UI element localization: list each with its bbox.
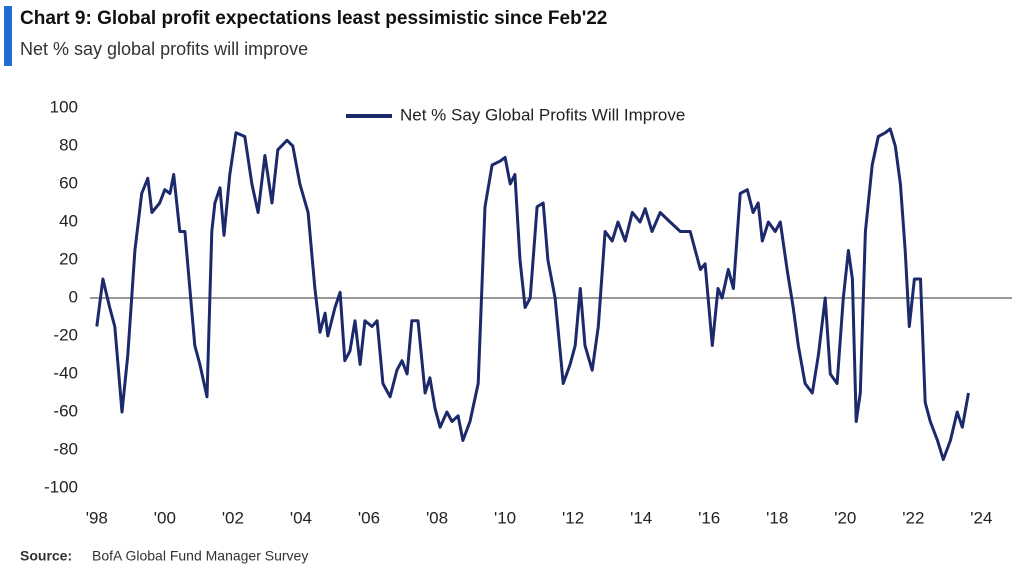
y-tick-label: 0 (69, 287, 78, 306)
y-tick-label: 100 (50, 97, 78, 116)
source-text: BofA Global Fund Manager Survey (92, 548, 308, 564)
chart-subtitle: Net % say global profits will improve (20, 39, 308, 59)
x-tick-label: '00 (154, 508, 176, 527)
chart-title: Chart 9: Global profit expectations leas… (20, 8, 607, 29)
y-tick-label: -100 (44, 477, 78, 496)
y-tick-label: -60 (53, 401, 78, 420)
x-tick-label: '10 (494, 508, 516, 527)
y-tick-label: -20 (53, 325, 78, 344)
x-tick-label: '08 (426, 508, 448, 527)
accent-bar (4, 6, 12, 66)
x-tick-label: '02 (222, 508, 244, 527)
y-tick-label: -80 (53, 439, 78, 458)
x-tick-label: '14 (630, 508, 652, 527)
x-tick-label: '20 (834, 508, 856, 527)
x-tick-label: '18 (766, 508, 788, 527)
x-tick-label: '22 (902, 508, 924, 527)
legend-label: Net % Say Global Profits Will Improve (400, 105, 685, 124)
x-tick-label: '98 (86, 508, 108, 527)
y-tick-label: 60 (59, 173, 78, 192)
source-label: Source: (20, 548, 72, 564)
y-tick-label: 80 (59, 135, 78, 154)
y-tick-label: 20 (59, 249, 78, 268)
x-tick-label: '24 (970, 508, 992, 527)
x-tick-label: '06 (358, 508, 380, 527)
x-tick-label: '04 (290, 508, 312, 527)
x-tick-label: '12 (562, 508, 584, 527)
x-tick-label: '16 (698, 508, 720, 527)
y-tick-label: 40 (59, 211, 78, 230)
y-tick-label: -40 (53, 363, 78, 382)
data-line (95, 127, 970, 461)
